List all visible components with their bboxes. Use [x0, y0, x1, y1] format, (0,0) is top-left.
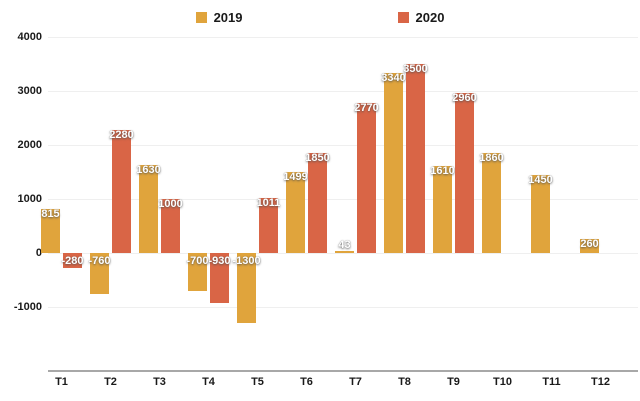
- bar-group-T2: -760 2280: [86, 30, 135, 372]
- bar-2020-T3[interactable]: [161, 199, 180, 253]
- gridline-1000: [48, 199, 638, 200]
- bar-2019-T12[interactable]: [580, 238, 599, 253]
- y-axis: 4000 3000 2000 1000 0 -1000: [0, 30, 42, 372]
- x-tick-label-T8: T8: [398, 376, 411, 388]
- y-tick-label-0: 0: [35, 247, 42, 259]
- bar-2019-T4[interactable]: [188, 253, 207, 291]
- x-tick-label-T6: T6: [300, 376, 313, 388]
- x-tick-label-T3: T3: [153, 376, 166, 388]
- y-tick-label-2000: 2000: [17, 139, 42, 151]
- x-tick-label-T9: T9: [447, 376, 460, 388]
- bar-group-T5: -1300 1011: [232, 30, 282, 372]
- x-tick-label-T2: T2: [104, 376, 117, 388]
- bar-value-label-2019-T7: 43: [338, 238, 351, 251]
- bar-2020-T1[interactable]: [63, 253, 82, 268]
- bar-group-T4: -700 -930: [184, 30, 233, 372]
- bar-2019-T10[interactable]: [482, 152, 501, 253]
- gridline-3000: [48, 91, 638, 92]
- bar-2020-T6[interactable]: [308, 153, 327, 254]
- bar-columns: 815 -280 -760 2280 1630 1000 -700 -930 -1300 1011…: [37, 30, 625, 372]
- bar-2020-T8[interactable]: [406, 64, 425, 253]
- gridline-2000: [48, 145, 638, 146]
- y-tick-label-4000: 4000: [17, 31, 42, 43]
- bar-group-T1: 815 -280: [37, 30, 86, 372]
- x-axis-baseline: [48, 370, 638, 372]
- bar-group-T9: 1610 2960: [429, 30, 478, 372]
- bar-group-T6: 1499 1850: [282, 30, 331, 372]
- y-tick-label--1000: -1000: [13, 301, 42, 313]
- legend-swatch-2019-icon: [195, 12, 207, 23]
- x-tick-label-T7: T7: [349, 376, 362, 388]
- bar-group-T10: 1860: [478, 30, 527, 372]
- legend-label-2020: 2020: [415, 10, 445, 25]
- x-tick-label-T5: T5: [251, 376, 264, 388]
- x-tick-label-T11: T11: [542, 376, 561, 388]
- bar-group-T12: 260: [576, 30, 625, 372]
- gridline-4000: [48, 37, 638, 38]
- bar-group-T3: 1630 1000: [135, 30, 184, 372]
- bar-2020-T9[interactable]: [455, 93, 474, 254]
- bar-2019-T2[interactable]: [90, 253, 109, 294]
- y-tick-label-3000: 3000: [17, 85, 42, 97]
- gridline--1000: [48, 307, 638, 308]
- bar-2019-T11[interactable]: [531, 174, 550, 253]
- bar-2019-T6[interactable]: [286, 172, 305, 254]
- bar-2019-T7[interactable]: [335, 250, 354, 253]
- x-tick-label-T10: T10: [493, 376, 512, 388]
- bar-group-T8: 3340 3500: [380, 30, 429, 372]
- bar-2020-T4[interactable]: [210, 253, 229, 303]
- chart-legend: 2019 2020: [0, 10, 640, 25]
- y-tick-label-1000: 1000: [17, 193, 42, 205]
- bar-2019-T1[interactable]: [41, 208, 60, 253]
- bar-2019-T3[interactable]: [139, 164, 158, 253]
- bar-2019-T8[interactable]: [384, 72, 403, 253]
- x-tick-label-T4: T4: [202, 376, 215, 388]
- x-tick-label-T1: T1: [55, 376, 68, 388]
- bar-2020-T7[interactable]: [357, 103, 376, 254]
- bar-group-T11: 1450: [527, 30, 576, 372]
- bar-2020-T5[interactable]: [259, 198, 278, 254]
- bar-2019-T9[interactable]: [433, 166, 452, 254]
- bar-2019-T5[interactable]: [237, 253, 256, 323]
- legend-label-2019: 2019: [213, 10, 243, 25]
- legend-swatch-2020-icon: [397, 12, 409, 23]
- gridline-0: [48, 253, 638, 254]
- bar-group-T7: 43 2770: [331, 30, 380, 372]
- legend-item-2020[interactable]: 2020: [397, 10, 445, 25]
- bar-2020-T2[interactable]: [112, 129, 131, 253]
- x-tick-label-T12: T12: [591, 376, 610, 388]
- x-axis: T1 T2 T3 T4 T5 T6 T7 T8 T9 T10 T11 T12: [37, 376, 625, 388]
- plot-area: 815 -280 -760 2280 1630 1000 -700 -930 -1300 1011…: [41, 30, 638, 372]
- legend-item-2019[interactable]: 2019: [195, 10, 243, 25]
